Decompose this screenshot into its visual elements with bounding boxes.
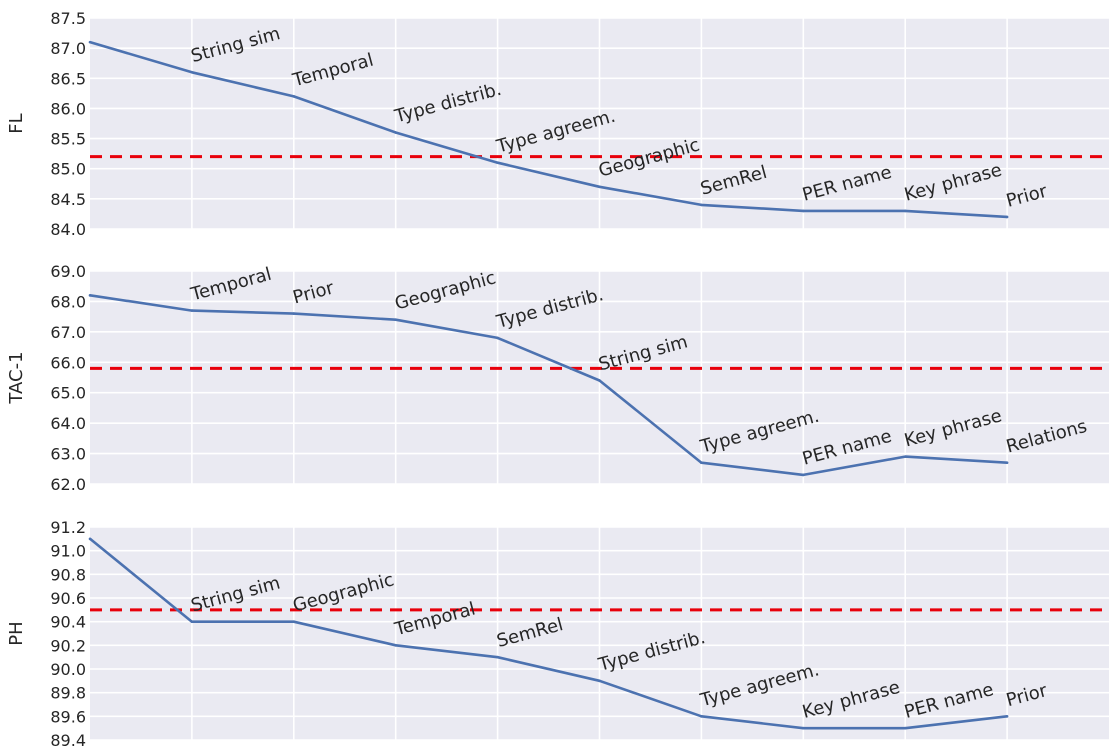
- data-point: [496, 655, 499, 659]
- data-point: [1005, 715, 1009, 718]
- y-tick-label: 91.0: [50, 542, 86, 561]
- y-tick-label: 90.4: [50, 613, 86, 632]
- panel-1: 84.084.585.085.586.086.587.087.5FLString…: [6, 9, 1109, 239]
- y-tick-label: 86.0: [50, 99, 86, 118]
- data-point: [292, 312, 296, 315]
- y-tick-label: 63.0: [50, 445, 86, 464]
- data-point: [88, 537, 92, 541]
- data-point: [802, 726, 805, 730]
- data-point: [190, 620, 194, 623]
- y-tick-label: 89.8: [50, 684, 86, 703]
- data-point: [292, 95, 296, 98]
- data-point: [802, 209, 805, 213]
- y-tick-label: 89.6: [50, 707, 86, 726]
- panel-3: 89.4 89.6 89.8 90.0 90.2 90.4 90.6 90.8 91.0 91.2…: [6, 518, 1109, 747]
- y-tick-label: 90.6: [50, 589, 86, 608]
- y-tick-label: 66.0: [50, 353, 86, 372]
- y-tick-label: 64.0: [50, 414, 86, 433]
- data-point: [598, 185, 601, 189]
- data-point: [802, 473, 805, 477]
- y-tick-label: 62.0: [50, 475, 86, 494]
- y-axis-label: TAC-1: [6, 351, 27, 404]
- y-tick-label: 68.0: [50, 292, 86, 311]
- data-point: [700, 715, 703, 718]
- data-point: [496, 161, 499, 164]
- y-tick-label: 87.0: [50, 39, 86, 58]
- data-point: [903, 209, 907, 213]
- y-axis-label: FL: [6, 113, 27, 133]
- data-point: [190, 70, 194, 74]
- data-point: [292, 620, 296, 623]
- data-point: [394, 644, 398, 647]
- y-tick-label: 90.0: [50, 660, 86, 679]
- data-point: [903, 726, 907, 730]
- y-axis-label: PH: [6, 621, 27, 645]
- series-line: [89, 294, 1008, 477]
- y-tick-label: 84.5: [50, 190, 86, 209]
- data-point: [1005, 215, 1009, 219]
- data-point: [1005, 461, 1009, 465]
- data-point: [88, 40, 92, 44]
- y-tick-label: 67.0: [50, 323, 86, 342]
- data-point: [903, 455, 907, 458]
- y-tick-label: 90.8: [50, 565, 86, 584]
- y-tick-label: 85.5: [50, 130, 86, 149]
- y-tick-label: 86.5: [50, 69, 86, 88]
- series-line: [89, 40, 1008, 219]
- data-point: [190, 309, 194, 312]
- y-tick-label: 65.0: [50, 384, 86, 403]
- data-point: [394, 131, 398, 134]
- y-tick-label: 85.0: [50, 160, 86, 179]
- data-point: [700, 461, 703, 465]
- data-point: [394, 318, 398, 321]
- data-point: [496, 336, 499, 340]
- data-point: [598, 379, 601, 382]
- data-point: [88, 294, 92, 297]
- y-tick-label: 90.2: [50, 636, 86, 655]
- y-tick-label: 69.0: [50, 262, 86, 281]
- y-tick-label: 89.4: [50, 731, 86, 747]
- data-point: [700, 203, 703, 207]
- y-tick-label: 84.0: [50, 220, 86, 239]
- panel-2: 62.063.064.065.066.067.068.069.0TAC-1Tem…: [6, 262, 1109, 494]
- data-point: [598, 679, 601, 683]
- y-tick-label: 87.5: [50, 9, 86, 28]
- series-line: [89, 537, 1008, 730]
- y-tick-label: 91.2: [50, 518, 86, 537]
